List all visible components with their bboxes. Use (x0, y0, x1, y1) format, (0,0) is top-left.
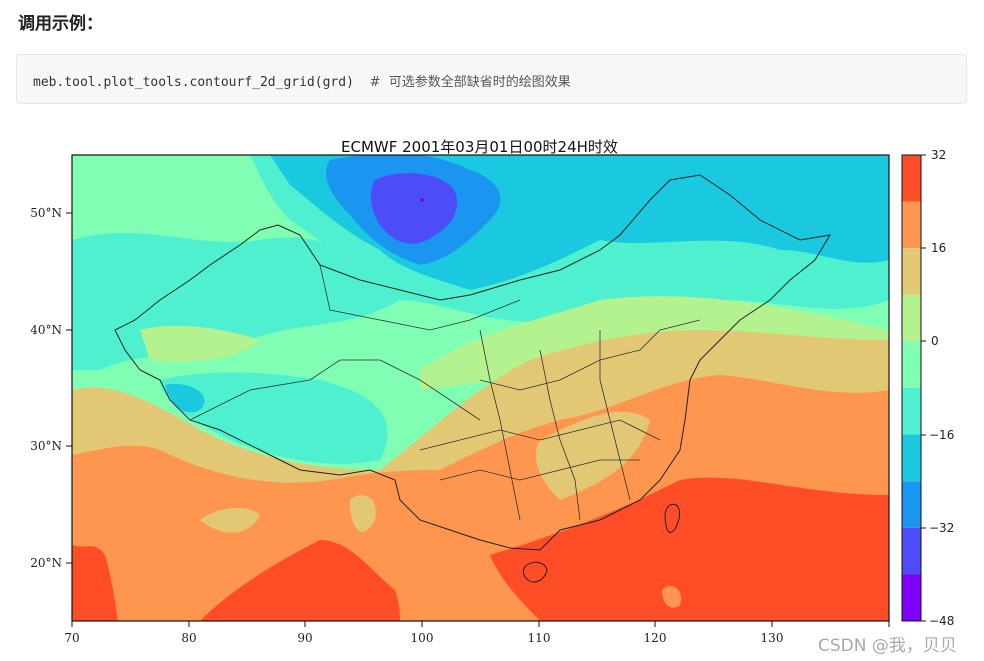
y-tick-label: 40°N (30, 323, 62, 337)
x-tick-label: 120 (644, 631, 667, 645)
x-tick-label: 110 (528, 631, 551, 645)
colorbar-tick-label: 32 (931, 148, 946, 162)
colorbar-tick-label: 16 (931, 241, 946, 255)
x-tick-label: 70 (64, 631, 79, 645)
x-tick-label: 130 (761, 631, 784, 645)
colorbar-tick-label: −16 (929, 428, 954, 442)
code-block: meb.tool.plot_tools.contourf_2d_grid(grd… (16, 54, 967, 104)
y-tick-label: 50°N (30, 206, 62, 220)
y-axis: 20°N 30°N 40°N 50°N (30, 206, 72, 570)
x-axis: 70 80 90 100 110 120 130 (64, 621, 890, 645)
y-tick-label: 20°N (30, 556, 62, 570)
y-tick-label: 30°N (30, 439, 62, 453)
contour-fill (72, 155, 889, 621)
x-tick-label: 100 (411, 631, 434, 645)
plot-frame (71, 154, 890, 622)
x-tick-label: 80 (181, 631, 196, 645)
colorbar-tick-label: 0 (931, 334, 939, 348)
section-heading: 调用示例： (18, 14, 103, 34)
colorbar: 32 16 0 −16 −32 −48 (901, 148, 954, 628)
colorbar-tick-label: −32 (929, 521, 954, 535)
code-comment: # 可选参数全部缺省时的绘图效果 (369, 75, 571, 90)
chart-title: ECMWF 2001年03月01日00时24H时效 (341, 138, 618, 156)
x-tick-label: 90 (297, 631, 312, 645)
code-line: meb.tool.plot_tools.contourf_2d_grid(grd… (33, 71, 571, 90)
code-text: meb.tool.plot_tools.contourf_2d_grid(grd… (33, 75, 354, 90)
watermark: CSDN @我，贝贝 (818, 636, 957, 656)
colorbar-tick-label: −48 (929, 614, 954, 628)
